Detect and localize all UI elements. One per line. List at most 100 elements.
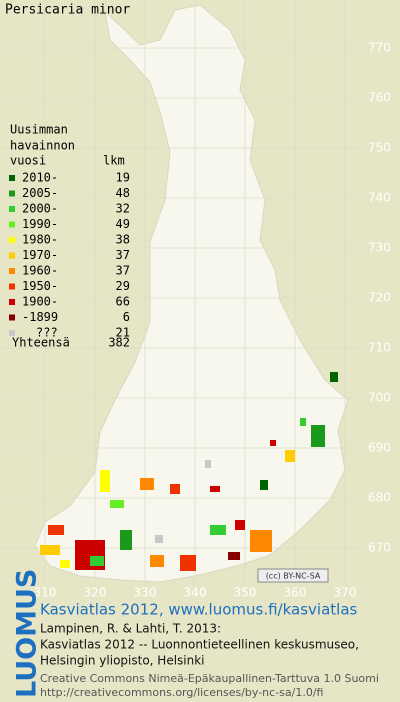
legend-label: 2000-: [22, 202, 58, 216]
legend-swatch: [9, 330, 15, 336]
legend-label: 1990-: [22, 217, 58, 231]
legend-count: 6: [123, 310, 130, 324]
license-line: http://creativecommons.org/licenses/by-n…: [40, 686, 323, 699]
legend-total-label: Yhteensä: [12, 336, 70, 350]
legend-total: 382: [108, 336, 130, 350]
citation-line: Kasviatlas 2012 -- Luonnontieteellinen k…: [40, 638, 359, 652]
legend-swatch: [9, 221, 15, 228]
legend-label: 1960-: [22, 264, 58, 278]
legend-heading: vuosi: [10, 154, 46, 168]
observation: [40, 545, 60, 555]
legend-count: 29: [116, 279, 130, 293]
legend-label: 1950-: [22, 279, 58, 293]
observation: [235, 520, 245, 530]
observation: [150, 555, 164, 567]
observation: [180, 555, 196, 571]
legend-swatch: [9, 206, 15, 212]
legend-swatch: [9, 190, 15, 197]
license-badge: (cc) BY-NC-SA: [257, 568, 329, 583]
observation: [205, 460, 211, 468]
legend-label: 1900-: [22, 295, 58, 309]
legend-swatch: [9, 314, 15, 321]
observation: [311, 425, 325, 447]
legend-count: 37: [116, 248, 130, 262]
x-label: 370: [334, 586, 357, 600]
finland-outline: [34, 4, 349, 583]
species-title: Persicaria minor: [5, 3, 130, 18]
y-label: 760: [368, 91, 391, 105]
observation: [155, 535, 163, 543]
legend-heading: havainnon: [10, 139, 75, 153]
y-label: 680: [368, 491, 391, 505]
y-label: 740: [368, 191, 391, 205]
observation: [285, 450, 295, 462]
legend-count: 49: [116, 217, 130, 231]
legend-swatch: [9, 283, 15, 290]
legend-label: 2010-: [22, 171, 58, 185]
y-label: 690: [368, 441, 391, 455]
y-label: 700: [368, 391, 391, 405]
logo: LUOMUS: [12, 569, 43, 698]
observation: [270, 440, 276, 446]
y-axis-labels: 770 760 750 740 730 720 710 700 690 680 670: [368, 41, 391, 555]
y-label: 670: [368, 541, 391, 555]
observation: [210, 525, 226, 535]
y-label: 770: [368, 41, 391, 55]
legend-swatch: [9, 268, 15, 274]
legend-label: 1970-: [22, 248, 58, 262]
x-axis-labels: 310 320 330 340 350 360 370: [34, 586, 357, 600]
x-label: 360: [284, 586, 307, 600]
citation-line: Lampinen, R. & Lahti, T. 2013:: [40, 622, 221, 636]
license-line: Creative Commons Nimeä-Epäkaupallinen-Ta…: [40, 672, 379, 685]
observation: [170, 484, 180, 494]
citation-line: Helsingin yliopisto, Helsinki: [40, 654, 205, 668]
observation-squares: [40, 372, 338, 571]
observation: [260, 480, 268, 490]
legend-label: 1980-: [22, 233, 58, 247]
badge-text: (cc) BY-NC-SA: [266, 572, 321, 581]
legend-swatch: [9, 237, 15, 243]
observation: [100, 470, 110, 492]
y-label: 710: [368, 341, 391, 355]
legend-swatch: [9, 299, 15, 305]
legend-count-heading: lkm: [103, 154, 125, 168]
x-label: 350: [234, 586, 257, 600]
legend-swatch: [9, 252, 15, 259]
y-label: 750: [368, 141, 391, 155]
observation: [250, 530, 272, 552]
badge-box: [257, 568, 329, 583]
legend-count: 32: [116, 202, 130, 216]
x-label: 310: [34, 586, 57, 600]
observation: [90, 556, 104, 566]
legend-count: 38: [116, 233, 130, 247]
legend-swatch: [9, 175, 15, 181]
x-label: 340: [184, 586, 207, 600]
legend-count: 48: [116, 186, 130, 200]
y-label: 720: [368, 291, 391, 305]
legend-label: -1899: [22, 310, 58, 324]
legend-count: 37: [116, 264, 130, 278]
legend-label: ???: [36, 326, 58, 340]
x-label: 320: [84, 586, 107, 600]
observation: [140, 478, 154, 490]
observation: [48, 525, 64, 535]
legend: Uusimman havainnon vuosi lkm Yhteensä 38…: [9, 123, 130, 350]
legend-count: 19: [116, 171, 130, 185]
observation: [330, 372, 338, 382]
observation: [300, 418, 306, 426]
atlas-link[interactable]: Kasviatlas 2012, www.luomus.fi/kasviatla…: [40, 601, 358, 619]
legend-count: 21: [116, 326, 130, 340]
legend-heading: Uusimman: [10, 123, 68, 137]
observation: [120, 530, 132, 550]
legend-label: 2005-: [22, 186, 58, 200]
legend-count: 66: [116, 295, 130, 309]
observation: [210, 486, 220, 492]
observation: [60, 560, 70, 568]
x-label: 330: [134, 586, 157, 600]
observation: [228, 552, 240, 560]
y-label: 730: [368, 241, 391, 255]
observation: [110, 500, 124, 508]
grid: [0, 0, 365, 585]
